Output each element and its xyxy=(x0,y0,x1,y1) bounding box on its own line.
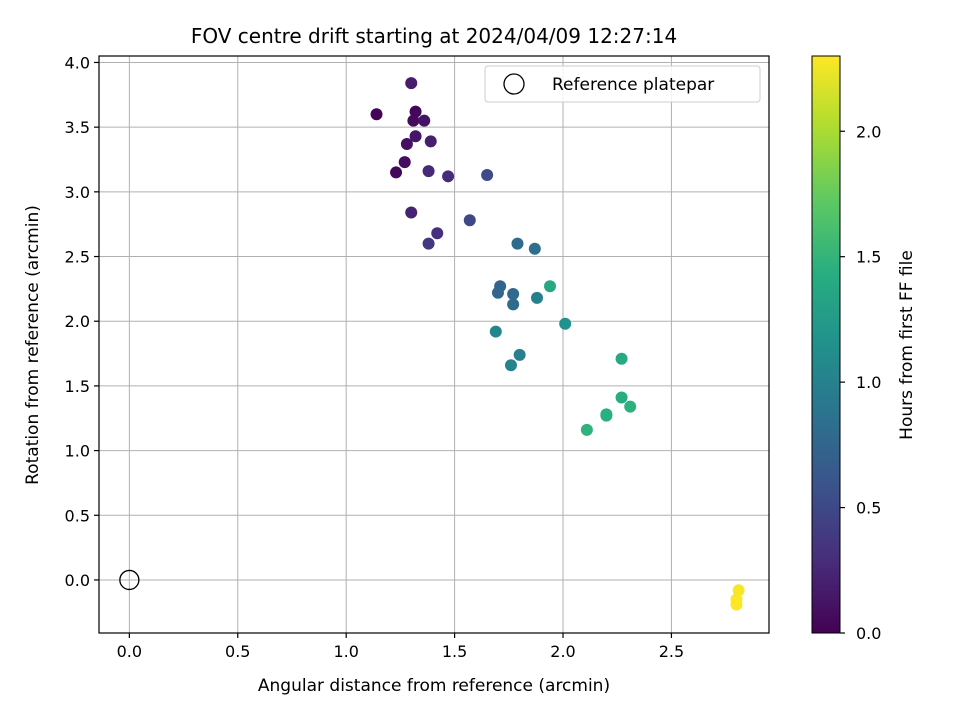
x-axis-label: Angular distance from reference (arcmin) xyxy=(258,676,610,696)
y-tick-label: 1.0 xyxy=(65,442,90,461)
colorbar: 0.0 0.5 1.0 1.5 2.0 Hours from first FF file xyxy=(811,55,917,643)
x-tick-label: 1.0 xyxy=(333,642,358,661)
data-point xyxy=(730,598,743,611)
chart-title: FOV centre drift starting at 2024/04/09 … xyxy=(191,24,677,48)
data-point xyxy=(409,130,422,143)
data-point xyxy=(407,114,420,127)
data-point xyxy=(624,400,637,413)
data-point xyxy=(463,214,476,227)
x-tick-label: 2.0 xyxy=(550,642,575,661)
data-point xyxy=(422,237,435,250)
gridlines xyxy=(99,56,769,633)
data-point xyxy=(398,156,411,169)
colorbar-tick-label: 2.0 xyxy=(856,122,881,141)
data-point xyxy=(504,359,517,372)
data-point xyxy=(442,170,455,183)
colorbar-ticks: 0.0 0.5 1.0 1.5 2.0 xyxy=(840,122,881,643)
legend-marker-reference xyxy=(503,73,525,95)
scatter-points xyxy=(370,77,745,611)
data-point xyxy=(491,286,504,299)
y-tick-label: 0.0 xyxy=(65,571,90,590)
y-tick-label: 2.0 xyxy=(65,312,90,331)
y-tick-label: 3.0 xyxy=(65,183,90,202)
data-point xyxy=(615,391,628,404)
data-point xyxy=(511,237,524,250)
colorbar-tick-label: 0.5 xyxy=(856,499,881,518)
data-point xyxy=(409,105,422,118)
data-point xyxy=(528,242,541,255)
plot-area-frame xyxy=(98,55,770,634)
data-point xyxy=(580,423,593,436)
data-point xyxy=(513,348,526,361)
x-axis-ticks: 0.0 0.5 1.0 1.5 2.0 2.5 xyxy=(117,633,684,661)
data-point xyxy=(559,317,572,330)
data-point xyxy=(507,298,520,311)
x-tick-label: 2.5 xyxy=(659,642,684,661)
colorbar-label: Hours from first FF file xyxy=(897,250,917,440)
data-point xyxy=(530,291,543,304)
y-tick-label: 4.0 xyxy=(65,53,90,72)
reference-marker-layer xyxy=(119,569,140,591)
data-point xyxy=(489,325,502,338)
legend: Reference platepar xyxy=(484,65,761,103)
reference-platepar-marker xyxy=(119,569,140,591)
data-point xyxy=(615,352,628,365)
colorbar-gradient xyxy=(811,55,841,634)
y-tick-label: 3.5 xyxy=(65,118,90,137)
colorbar-tick-label: 0.0 xyxy=(856,624,881,643)
data-point xyxy=(431,227,444,240)
x-tick-label: 1.5 xyxy=(442,642,467,661)
y-axis-ticks: 0.0 0.5 1.0 1.5 2.0 2.5 3.0 3.5 4.0 xyxy=(65,53,99,590)
x-tick-label: 0.0 xyxy=(117,642,142,661)
data-point xyxy=(422,165,435,178)
data-point xyxy=(507,288,520,301)
x-tick-label: 0.5 xyxy=(225,642,250,661)
data-point xyxy=(481,169,494,182)
data-point xyxy=(370,108,383,121)
y-axis-label: Rotation from reference (arcmin) xyxy=(23,205,43,485)
data-point xyxy=(400,137,413,150)
data-point xyxy=(390,166,403,179)
data-point xyxy=(405,77,418,90)
y-tick-label: 2.5 xyxy=(65,248,90,267)
data-point xyxy=(405,206,418,219)
data-point xyxy=(544,280,557,293)
data-point xyxy=(600,409,613,422)
legend-label-reference: Reference platepar xyxy=(552,75,714,95)
legend-box xyxy=(484,65,761,103)
y-tick-label: 1.5 xyxy=(65,377,90,396)
y-tick-label: 0.5 xyxy=(65,506,90,525)
data-point xyxy=(418,114,431,127)
colorbar-tick-label: 1.0 xyxy=(856,373,881,392)
data-point xyxy=(732,584,745,597)
data-point xyxy=(424,135,437,148)
colorbar-tick-label: 1.5 xyxy=(856,248,881,267)
